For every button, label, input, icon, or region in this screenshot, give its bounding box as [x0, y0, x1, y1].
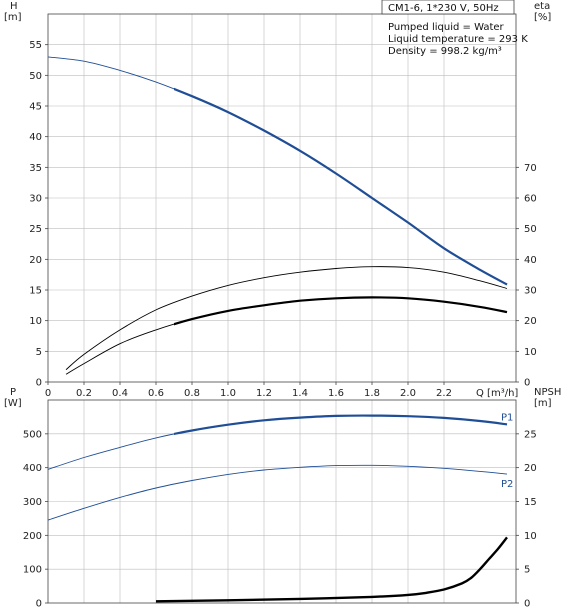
y-left-tick-label: 300	[23, 497, 42, 508]
head-efficiency-panel: 0 5 10 15 20 25 30 35 40 45 50 55 0 10 20 30 40 50 60 70 H[m…	[4, 1, 551, 399]
x-tick-label: 0.2	[76, 388, 92, 399]
y-left-tick-label: 100	[23, 565, 42, 576]
x-tick-label: 0.6	[148, 388, 164, 399]
title-box	[381, 0, 515, 15]
y-right-tick-label: 5	[524, 565, 530, 576]
y-right-tick-label: 30	[524, 286, 537, 297]
y-right-label: eta	[534, 1, 550, 12]
x-tick-label: 1.6	[328, 388, 344, 399]
x-tick-label: 0.4	[112, 388, 128, 399]
y-left-tick-label: 15	[29, 286, 42, 297]
y-right-tick-label: 10	[524, 347, 537, 358]
y-right-tick-label: 70	[524, 163, 537, 174]
y-left-tick-label: 0	[36, 599, 42, 610]
series-0-line-thin	[47, 56, 508, 285]
info-line-density: Density = 998.2 kg/m³	[388, 46, 502, 57]
y-right-tick-label: 20	[524, 316, 537, 327]
x-tick-label: 2.0	[400, 388, 416, 399]
y-left-tick-label: 35	[29, 163, 42, 174]
y-right-label: NPSH	[534, 387, 561, 398]
y-left-label: H	[10, 1, 18, 12]
y-right-tick-label: 25	[524, 429, 537, 440]
y-right-tick-label: 15	[524, 497, 537, 508]
y-left-tick-label: 50	[29, 71, 42, 82]
x-tick-label: 1.4	[292, 388, 308, 399]
x-tick-label: 1.2	[256, 388, 272, 399]
y-left-tick-label: 40	[29, 132, 42, 143]
y-right-tick-label: 50	[524, 224, 537, 235]
y-right-tick-label: 60	[524, 194, 537, 205]
y-right-tick-label: 0	[524, 378, 530, 389]
y-left-tick-label: 30	[29, 194, 42, 205]
y-right-tick-label: 20	[524, 463, 537, 474]
y-left-tick-label: 500	[23, 429, 42, 440]
series-1-line	[65, 266, 508, 371]
series-label-p1: P1	[501, 412, 513, 423]
series-0-line-thick	[174, 87, 508, 286]
p2-line	[47, 464, 508, 521]
y-left-tick-label: 55	[29, 40, 42, 51]
y-left-tick-label: 20	[29, 255, 42, 266]
x-tick-label: 0.8	[184, 388, 200, 399]
p1-line-thin	[47, 415, 508, 470]
x-axis-label: Q [m³/h]	[476, 388, 518, 399]
info-box: CM1-6, 1*230 V, 50Hz Pumped liquid = Wat…	[381, 0, 528, 57]
y-left-label: P	[10, 387, 16, 398]
y-left-tick-label: 400	[23, 463, 42, 474]
series-label-p2: P2	[501, 479, 513, 490]
x-tick-label: 0	[45, 388, 51, 399]
series-2-line-thick	[174, 296, 508, 326]
series-2-line-thin	[65, 296, 508, 375]
y-left-tick-label: 25	[29, 224, 42, 235]
info-line-temperature: Liquid temperature = 293 K	[388, 34, 528, 45]
chart-title: CM1-6, 1*230 V, 50Hz	[388, 3, 499, 14]
y-right-unit: [m]	[534, 398, 552, 409]
info-line-liquid: Pumped liquid = Water	[388, 22, 505, 33]
y-left-tick-label: 200	[23, 531, 42, 542]
y-left-unit: [m]	[4, 12, 22, 23]
y-left-tick-label: 0	[36, 378, 42, 389]
x-tick-label: 2.2	[436, 388, 452, 399]
x-tick-label: 1.8	[364, 388, 380, 399]
x-tick-label: 1.0	[220, 388, 236, 399]
series-2-line	[155, 536, 508, 603]
p1-line-thick	[174, 414, 508, 436]
y-left-tick-label: 5	[36, 347, 42, 358]
y-left-unit: [W]	[4, 398, 22, 409]
y-right-unit: [%]	[534, 12, 551, 23]
y-left-tick-label: 45	[29, 102, 42, 113]
y-right-tick-label: 40	[524, 255, 537, 266]
y-left-tick-label: 10	[29, 316, 42, 327]
y-right-tick-label: 10	[524, 531, 537, 542]
power-npsh-panel: 0 100 200 300 400 500 0 5 10 15 20 25 P[W] NPSH[m] P1 P…	[4, 387, 561, 610]
y-right-tick-label: 0	[524, 599, 530, 610]
